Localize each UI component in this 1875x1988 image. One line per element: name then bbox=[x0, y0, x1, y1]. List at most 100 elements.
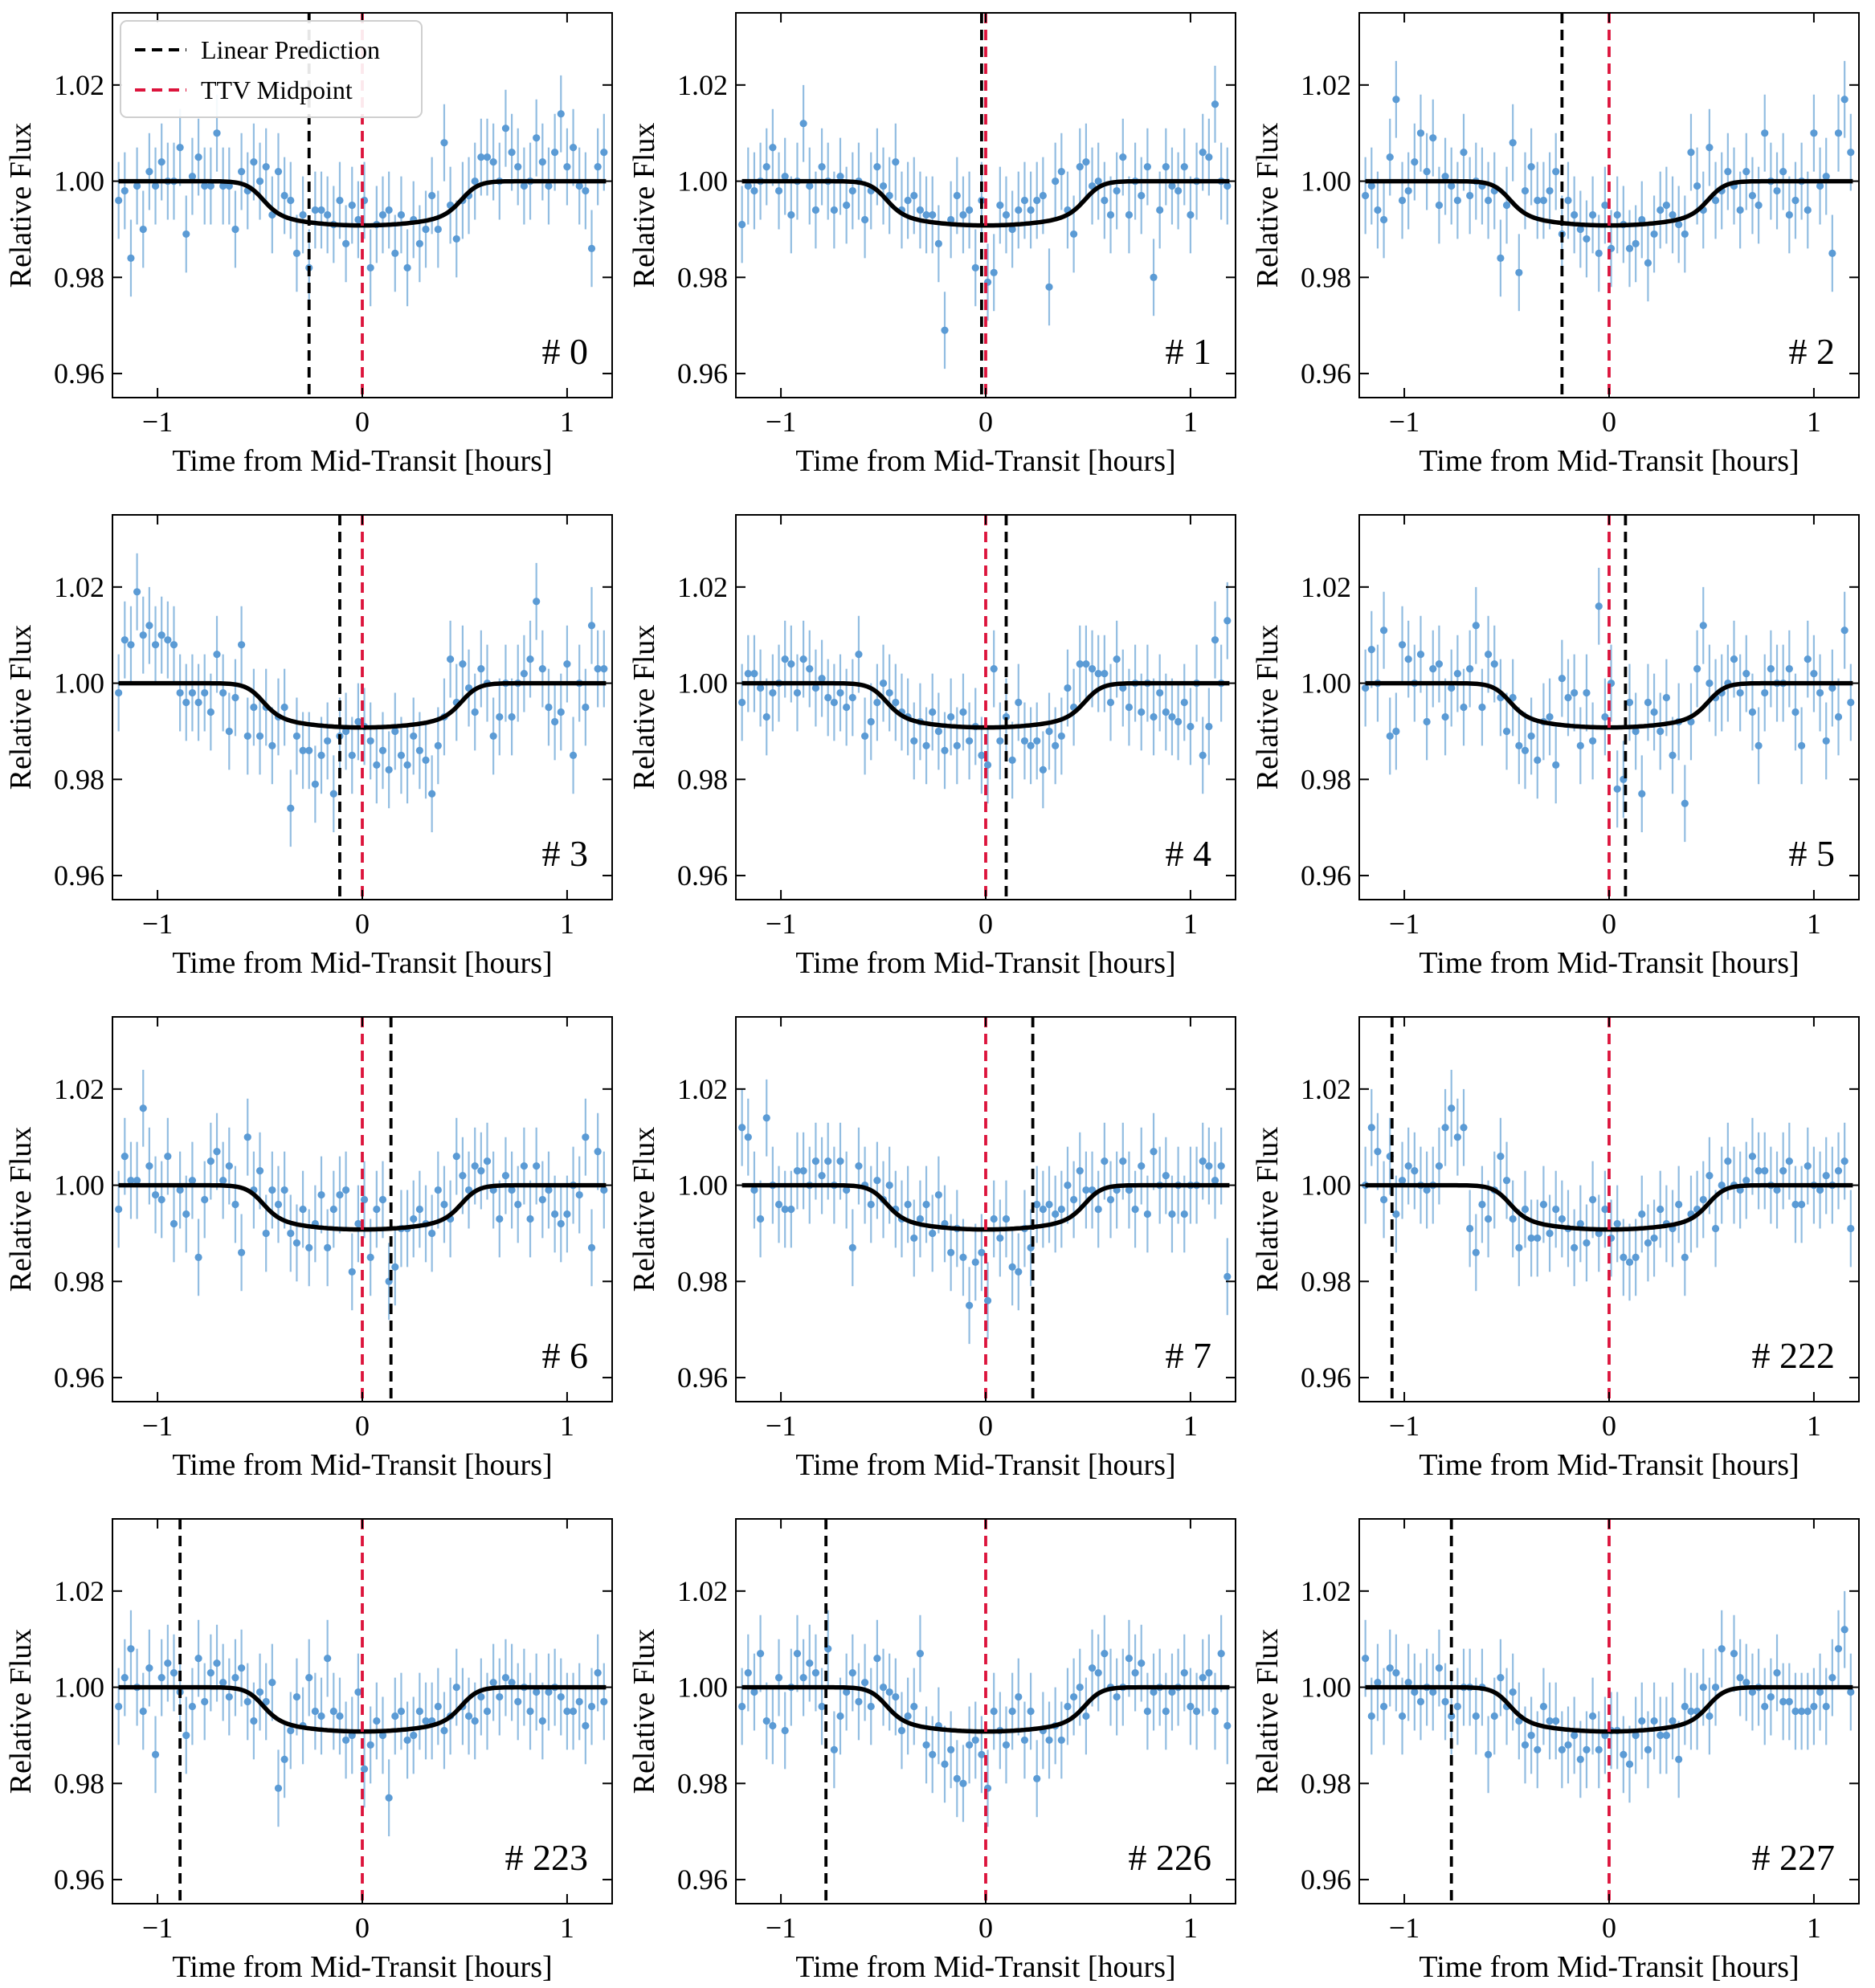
data-point bbox=[1804, 655, 1812, 663]
data-point bbox=[422, 1717, 430, 1725]
data-point bbox=[1113, 1692, 1121, 1701]
data-point bbox=[1033, 737, 1041, 745]
data-point bbox=[836, 172, 844, 181]
y-tick-label: 0.96 bbox=[54, 1361, 104, 1394]
data-point bbox=[867, 717, 875, 726]
data-point bbox=[1539, 1702, 1548, 1711]
data-point bbox=[1008, 1263, 1016, 1271]
data-point bbox=[959, 708, 967, 716]
data-point bbox=[385, 1794, 393, 1802]
y-tick-label: 0.96 bbox=[1301, 357, 1351, 390]
data-point bbox=[836, 1157, 844, 1165]
data-point bbox=[575, 1190, 583, 1199]
y-tick-label: 1.00 bbox=[1301, 1672, 1351, 1704]
data-point bbox=[366, 1253, 374, 1261]
data-point bbox=[885, 191, 893, 200]
y-tick-label: 0.96 bbox=[54, 859, 104, 892]
data-point bbox=[1527, 163, 1535, 171]
data-point bbox=[391, 249, 399, 257]
panel: −1 0 1 0.96 0.98 1.00 1.02 Time from Mid-Transi… bbox=[4, 1518, 613, 1984]
data-point bbox=[121, 636, 129, 644]
data-point bbox=[157, 1195, 165, 1204]
data-point bbox=[274, 1784, 283, 1792]
data-point bbox=[1742, 1176, 1750, 1185]
data-point bbox=[867, 1200, 875, 1209]
data-point bbox=[378, 1195, 387, 1204]
data-point bbox=[1840, 1157, 1848, 1165]
data-point bbox=[1625, 1258, 1634, 1266]
data-point bbox=[225, 1162, 233, 1170]
data-point bbox=[934, 239, 942, 247]
transit-number-label: # 3 bbox=[542, 833, 589, 874]
data-point bbox=[1002, 712, 1011, 721]
data-point bbox=[477, 1692, 485, 1701]
data-point bbox=[145, 1162, 153, 1170]
data-point bbox=[1558, 1745, 1566, 1753]
data-point bbox=[1583, 1239, 1591, 1247]
data-point bbox=[1015, 1268, 1023, 1276]
plot-area bbox=[115, 1017, 608, 1402]
data-point bbox=[182, 230, 190, 239]
data-point bbox=[1174, 717, 1183, 726]
data-point bbox=[1217, 1162, 1225, 1170]
data-point bbox=[910, 737, 918, 745]
x-tick-label: −1 bbox=[1389, 1912, 1420, 1944]
data-point bbox=[843, 703, 851, 712]
data-point bbox=[738, 698, 746, 707]
data-point bbox=[127, 1176, 135, 1185]
x-axis-label: Time from Mid-Transit [hours] bbox=[795, 946, 1175, 980]
data-point bbox=[1669, 210, 1677, 219]
data-point bbox=[121, 186, 129, 195]
data-point bbox=[1576, 1755, 1584, 1763]
data-point bbox=[966, 206, 974, 214]
data-point bbox=[287, 804, 295, 812]
y-tick-label: 1.02 bbox=[677, 69, 728, 101]
data-point bbox=[1057, 1205, 1065, 1214]
data-point bbox=[1205, 1162, 1213, 1170]
data-point bbox=[280, 703, 288, 712]
data-point bbox=[1681, 230, 1689, 239]
data-point bbox=[194, 1253, 202, 1261]
data-point bbox=[836, 688, 844, 697]
y-tick-label: 0.98 bbox=[677, 763, 728, 795]
legend-box bbox=[120, 20, 423, 118]
data-point bbox=[1448, 1104, 1456, 1112]
data-point bbox=[520, 669, 528, 678]
data-point bbox=[1125, 703, 1134, 712]
data-point bbox=[1484, 651, 1493, 659]
data-point bbox=[1082, 660, 1090, 668]
data-point bbox=[1423, 717, 1431, 726]
data-point bbox=[1767, 1692, 1775, 1701]
data-point bbox=[1020, 1736, 1029, 1745]
data-point bbox=[1466, 1224, 1474, 1233]
data-point bbox=[237, 167, 246, 176]
data-point bbox=[434, 225, 442, 234]
data-point bbox=[1008, 1707, 1016, 1716]
data-point bbox=[1502, 201, 1511, 210]
data-point bbox=[1379, 215, 1388, 224]
data-point bbox=[1076, 163, 1084, 171]
data-point bbox=[280, 1186, 288, 1194]
data-point bbox=[1057, 732, 1065, 741]
data-point bbox=[978, 1750, 986, 1758]
data-point bbox=[483, 153, 492, 161]
data-point bbox=[594, 1669, 602, 1677]
data-point bbox=[848, 1243, 856, 1251]
y-tick-label: 0.98 bbox=[54, 763, 104, 795]
data-point bbox=[1180, 1669, 1188, 1677]
data-point bbox=[1223, 1272, 1232, 1280]
data-point bbox=[545, 703, 553, 712]
data-point bbox=[1552, 1717, 1560, 1725]
data-point bbox=[373, 1205, 381, 1214]
data-point bbox=[1546, 186, 1554, 195]
data-point bbox=[1374, 1148, 1382, 1156]
data-point bbox=[115, 688, 123, 697]
data-point bbox=[508, 149, 516, 157]
data-point bbox=[1546, 1717, 1554, 1725]
data-point bbox=[762, 712, 770, 721]
data-point bbox=[996, 201, 1004, 210]
data-point bbox=[1150, 1688, 1158, 1696]
data-point bbox=[501, 1673, 510, 1682]
data-point bbox=[1125, 210, 1134, 219]
data-point bbox=[403, 761, 411, 769]
